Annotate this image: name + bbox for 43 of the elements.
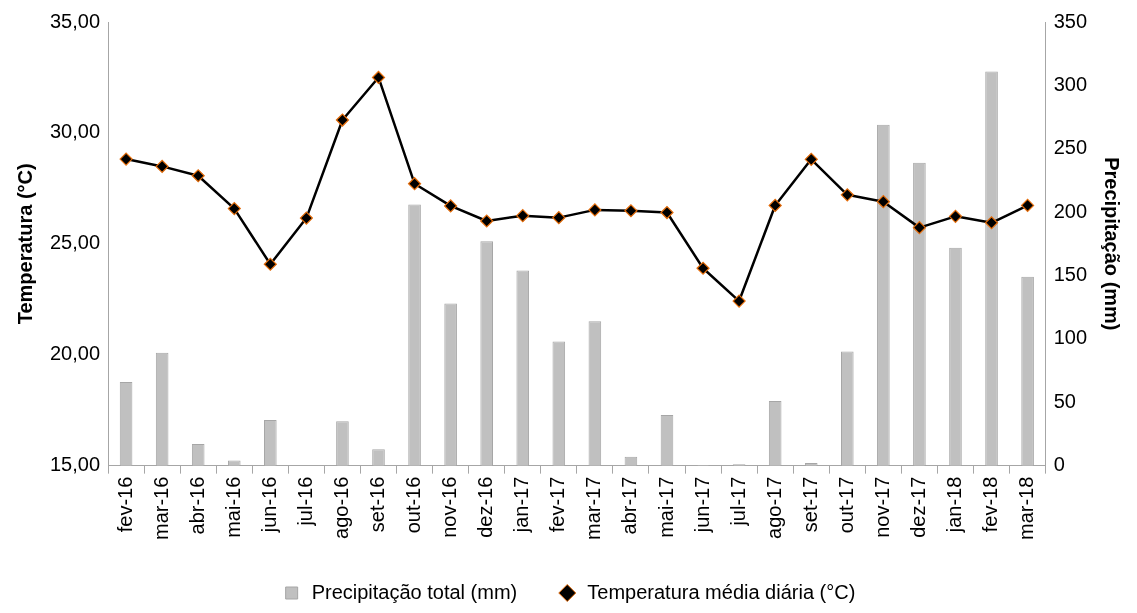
x-tick-label: fev-17	[546, 476, 569, 533]
y2-tick-label: 300	[1053, 72, 1088, 95]
y2-tick-label: 150	[1053, 263, 1088, 286]
x-tick-label: jan-18	[942, 476, 965, 534]
y-tick-label: 20,00	[49, 342, 101, 365]
x-tick-label: ago-17	[762, 476, 785, 539]
x-tick-label: jul-16	[293, 476, 316, 527]
y-tick-label: 15,00	[49, 453, 101, 476]
x-tick-label: set-16	[366, 476, 389, 533]
y-tick-label: 35,00	[49, 9, 101, 32]
y2-tick-label: 50	[1053, 389, 1076, 412]
x-tick-label: nov-16	[438, 476, 461, 538]
y-axis-title: Temperatura (°C)	[13, 163, 36, 325]
x-tick-label: jul-17	[726, 476, 749, 527]
x-tick-label: jun-17	[690, 476, 713, 534]
x-tick-label: mai-16	[221, 476, 244, 538]
x-tick-label: ago-16	[329, 476, 352, 539]
x-tick-label: mai-17	[654, 476, 677, 538]
x-tick-label: abr-16	[185, 476, 208, 535]
y-tick-label: 30,00	[49, 120, 101, 143]
x-tick-label: jan-17	[510, 476, 533, 534]
x-tick-label: dez-17	[906, 476, 929, 538]
x-tick-label: jun-16	[257, 476, 280, 534]
y2-tick-label: 250	[1053, 136, 1088, 159]
x-tick-label: out-17	[834, 476, 857, 534]
x-tick-label: set-17	[798, 476, 821, 533]
x-tick-label: mar-18	[1015, 476, 1038, 541]
legend-label: Precipitação total (mm)	[311, 580, 518, 603]
y2-tick-label: 0	[1053, 453, 1065, 476]
x-tick-label: nov-17	[870, 476, 893, 538]
x-tick-label: abr-17	[618, 476, 641, 535]
y2-tick-label: 350	[1053, 9, 1088, 32]
y2-tick-label: 100	[1053, 326, 1088, 349]
x-tick-label: mar-16	[149, 476, 172, 541]
x-tick-label: fev-16	[113, 476, 136, 533]
y-tick-label: 25,00	[49, 231, 101, 254]
x-tick-label: mar-17	[582, 476, 605, 541]
x-tick-label: fev-18	[979, 476, 1002, 533]
y2-tick-label: 200	[1053, 199, 1088, 222]
y2-axis-title: Precipitação (mm)	[1101, 157, 1124, 331]
x-tick-label: dez-16	[474, 476, 497, 538]
legend-label: Temperatura média diária (°C)	[587, 580, 856, 603]
x-tick-label: out-16	[402, 476, 425, 534]
